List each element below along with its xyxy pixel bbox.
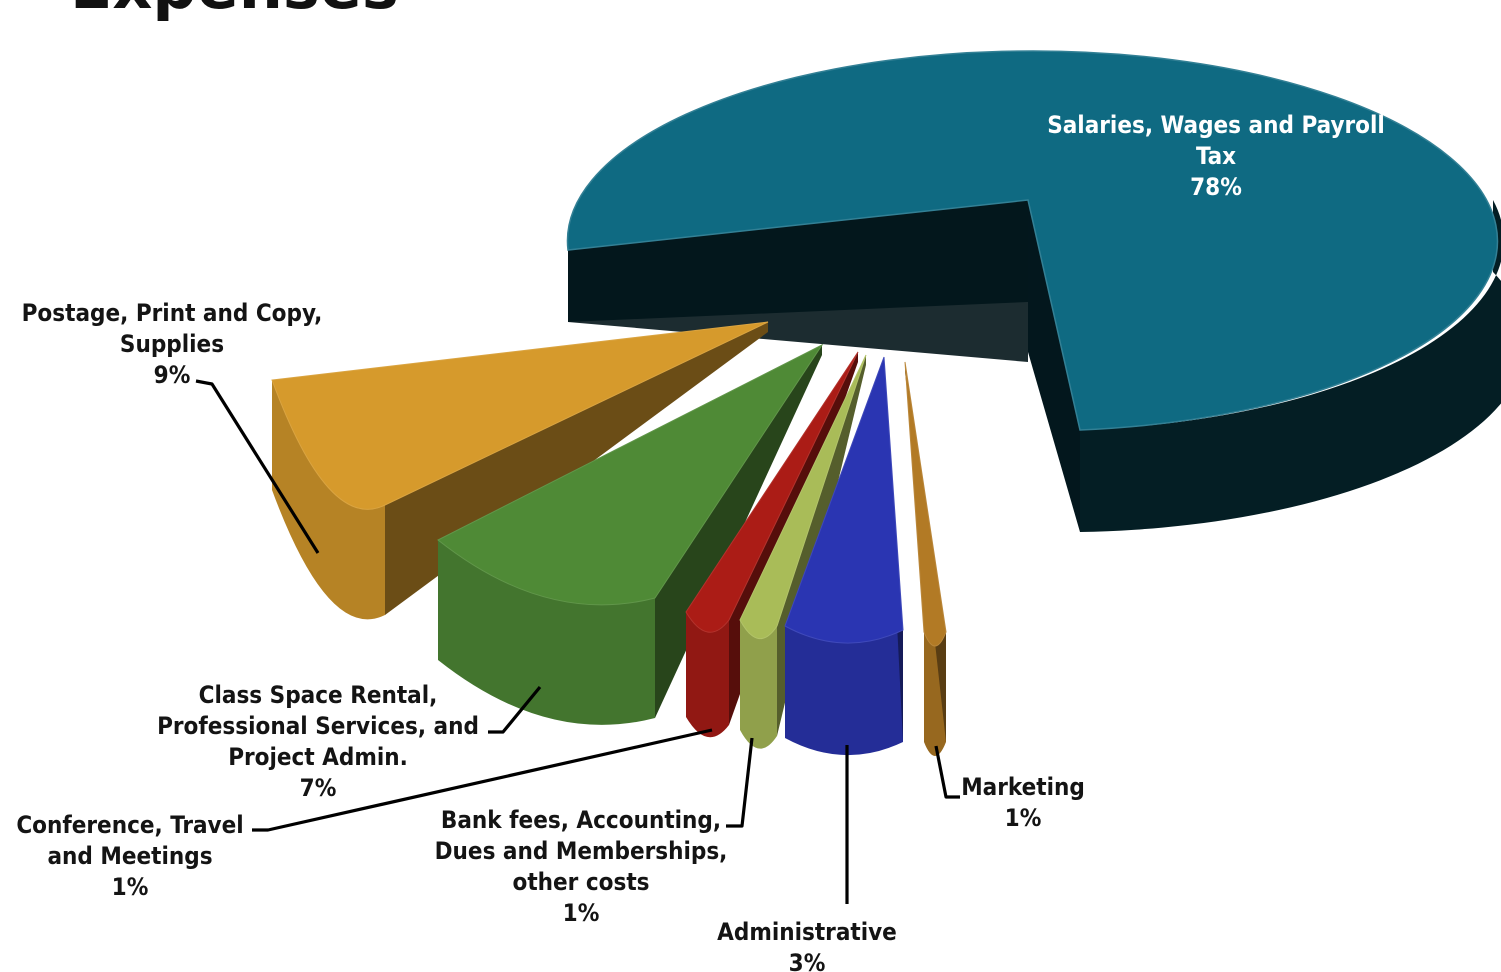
wedge-front <box>740 620 777 749</box>
slice-category-label: Bank fees, Accounting, <box>441 806 721 834</box>
slice-category-label: Supplies <box>120 330 224 358</box>
slice-label-bank-fees-accounting-dues-and-membership: Bank fees, Accounting, Dues and Membershi… <box>435 806 728 927</box>
leader-postage-print-and-copy-supplies <box>195 379 320 554</box>
slice-outer-side <box>1080 200 1501 532</box>
slice-value-label: 78% <box>1190 173 1242 201</box>
leader-class-space-rental-professional-services <box>488 685 542 734</box>
slice-category-label: Postage, Print and Copy, <box>22 299 323 327</box>
slice-cut-face <box>1028 200 1080 532</box>
slice-value-label: 1% <box>112 873 149 901</box>
leader-marketing <box>934 745 960 799</box>
slice-category-label: and Meetings <box>47 842 212 870</box>
slice-value-label: 7% <box>300 774 337 802</box>
leader-lines <box>195 379 960 904</box>
slice-category-label: Administrative <box>717 918 897 946</box>
slice-category-label: Professional Services, and <box>157 712 479 740</box>
slice-marketing <box>904 361 947 756</box>
slice-label-salaries-wages-and-payroll-tax: Salaries, Wages and Payroll Tax 78% <box>1047 111 1385 201</box>
slice-salaries-wages-and-payroll-tax <box>566 50 1501 532</box>
slice-label-postage-print-and-copy-supplies: Postage, Print and Copy, Supplies 9% <box>22 299 323 389</box>
wedge-front <box>272 380 385 620</box>
slice-administrative <box>784 356 904 756</box>
wedge-top <box>784 356 904 644</box>
wedge-front <box>785 626 903 756</box>
slice-label-marketing: Marketing 1% <box>961 773 1085 832</box>
wedge-top <box>685 351 859 633</box>
slice-labels: Salaries, Wages and Payroll Tax 78% Postage… <box>16 111 1384 972</box>
slice-category-label: other costs <box>512 868 649 896</box>
chart-title: Expenses <box>70 0 399 23</box>
slice-top <box>566 50 1499 431</box>
slice-value-label: 9% <box>154 361 191 389</box>
slice-value-label: 1% <box>563 899 600 927</box>
slice-category-label: Class Space Rental, <box>199 681 438 709</box>
slice-label-conference-travel-and-meetings: Conference, Travel and Meetings 1% <box>16 811 243 901</box>
wedge-front <box>686 612 729 738</box>
slice-category-label: Project Admin. <box>228 743 408 771</box>
slice-value-label: 3% <box>789 949 826 972</box>
wedge-front <box>438 540 655 725</box>
slice-value-label: 1% <box>1005 804 1042 832</box>
slice-category-label: Salaries, Wages and Payroll <box>1047 111 1385 139</box>
wedge-top <box>437 343 824 606</box>
leader-conference-travel-and-meetings <box>252 728 713 832</box>
slice-category-label: Conference, Travel <box>16 811 243 839</box>
slice-category-label: Tax <box>1196 142 1236 170</box>
slices-layer <box>271 50 1501 756</box>
slice-label-class-space-rental-professional-services: Class Space Rental, Professional Services… <box>157 681 479 802</box>
slice-category-label: Dues and Memberships, <box>435 837 728 865</box>
slice-category-label: Marketing <box>961 773 1085 801</box>
slice-inner-shadow <box>568 200 1028 362</box>
wedge-top <box>739 354 867 639</box>
wedge-top <box>904 361 947 647</box>
slice-label-administrative: Administrative 3% <box>717 918 897 972</box>
wedge-top <box>271 321 769 510</box>
leader-bank-fees-accounting-dues-and-membership <box>726 737 754 828</box>
